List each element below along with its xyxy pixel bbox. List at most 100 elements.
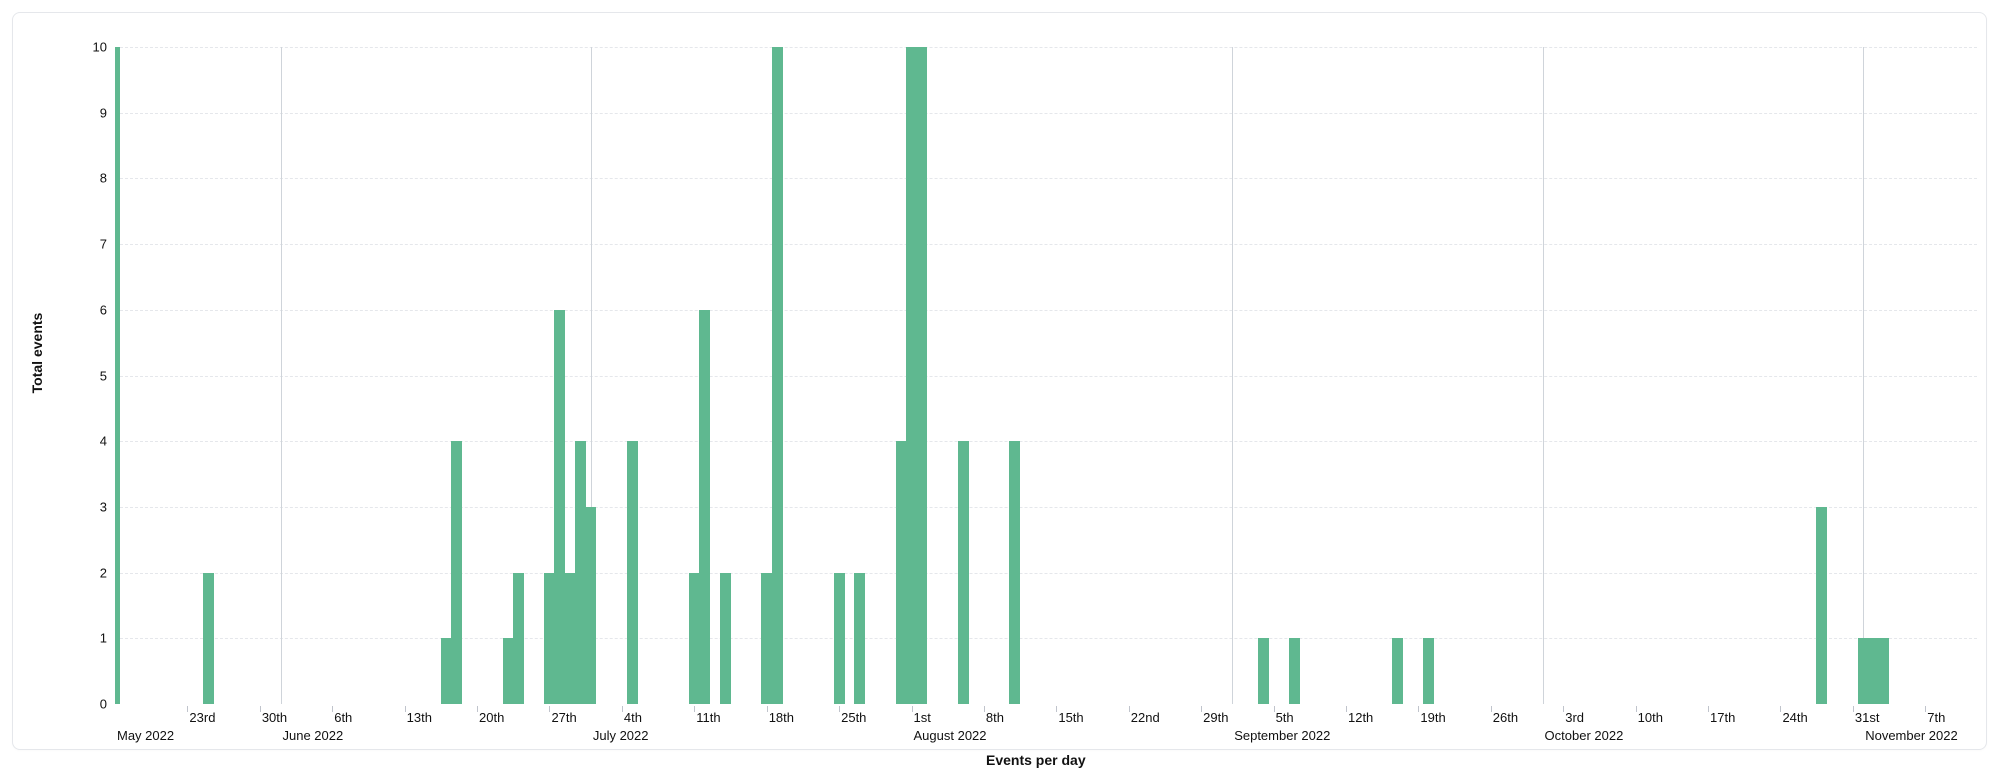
gridline — [115, 507, 1977, 508]
x-tick — [1201, 706, 1202, 712]
x-tick-label: 22nd — [1131, 710, 1160, 725]
x-tick — [1925, 706, 1926, 712]
x-tick-label: 19th — [1420, 710, 1445, 725]
x-tick — [984, 706, 985, 712]
bar — [554, 310, 565, 704]
bar — [503, 638, 514, 704]
x-month-label: September 2022 — [1234, 728, 1330, 743]
x-tick-label: 17th — [1710, 710, 1735, 725]
x-tick-label: 23rd — [189, 710, 215, 725]
y-tick-label: 10 — [93, 40, 107, 55]
x-tick-label: 13th — [407, 710, 432, 725]
gridline — [115, 178, 1977, 179]
y-tick-label: 3 — [100, 499, 107, 514]
plot-area: June 2022July 2022August 2022September 2… — [115, 47, 1977, 704]
x-tick-label: 8th — [986, 710, 1004, 725]
x-tick-label: 5th — [1276, 710, 1294, 725]
gridline — [115, 244, 1977, 245]
gridline — [115, 113, 1977, 114]
y-tick-label: 9 — [100, 105, 107, 120]
gridline — [115, 638, 1977, 639]
bar — [627, 441, 638, 704]
x-tick — [1780, 706, 1781, 712]
x-tick — [1491, 706, 1492, 712]
x-tick — [1418, 706, 1419, 712]
x-tick-label: 29th — [1203, 710, 1228, 725]
bar — [1878, 638, 1889, 704]
x-month-label: July 2022 — [593, 728, 649, 743]
bar — [689, 573, 700, 704]
x-tick-label: 24th — [1782, 710, 1807, 725]
x-tick — [477, 706, 478, 712]
x-tick — [1636, 706, 1637, 712]
x-tick-label: 25th — [841, 710, 866, 725]
bar — [565, 573, 576, 704]
x-month-label: June 2022 — [283, 728, 344, 743]
x-tick-label: 1st — [914, 710, 931, 725]
x-month-label: October 2022 — [1545, 728, 1624, 743]
x-tick — [1563, 706, 1564, 712]
month-gridline — [1232, 47, 1233, 704]
x-tick-label: 11th — [696, 710, 720, 725]
y-tick-label: 2 — [100, 565, 107, 580]
x-tick-label: 20th — [479, 710, 504, 725]
month-gridline — [281, 47, 282, 704]
bar — [772, 47, 783, 704]
x-tick — [1129, 706, 1130, 712]
y-tick-label: 6 — [100, 302, 107, 317]
x-month-label: May 2022 — [117, 728, 174, 743]
x-tick — [549, 706, 550, 712]
x-tick — [912, 706, 913, 712]
x-tick — [1853, 706, 1854, 712]
x-axis-label: Events per day — [986, 752, 1086, 768]
bar — [1423, 638, 1434, 704]
chart-card: Total events June 2022July 2022August 20… — [12, 12, 1987, 750]
x-tick — [1056, 706, 1057, 712]
x-tick-label: 4th — [624, 710, 642, 725]
y-tick-label: 7 — [100, 237, 107, 252]
bar — [1009, 441, 1020, 704]
bar — [854, 573, 865, 704]
x-tick — [332, 706, 333, 712]
bar — [720, 573, 731, 704]
bar — [906, 47, 917, 704]
x-tick-label: 27th — [551, 710, 576, 725]
month-gridline — [1863, 47, 1864, 704]
x-tick — [1708, 706, 1709, 712]
bar — [958, 441, 969, 704]
bar — [1258, 638, 1269, 704]
y-tick-label: 5 — [100, 368, 107, 383]
month-gridline — [1543, 47, 1544, 704]
x-tick-label: 31st — [1855, 710, 1880, 725]
gridline — [115, 441, 1977, 442]
x-month-label: August 2022 — [914, 728, 987, 743]
bar — [1868, 638, 1879, 704]
bar — [916, 47, 927, 704]
x-tick — [694, 706, 695, 712]
x-tick — [405, 706, 406, 712]
gridline — [115, 573, 1977, 574]
bar — [115, 47, 120, 704]
y-tick-label: 4 — [100, 434, 107, 449]
x-tick-label: 10th — [1638, 710, 1663, 725]
y-tick-label: 0 — [100, 697, 107, 712]
x-tick-label: 15th — [1058, 710, 1083, 725]
bar — [699, 310, 710, 704]
x-tick-label: 12th — [1348, 710, 1373, 725]
bar — [834, 573, 845, 704]
x-tick-label: 6th — [334, 710, 352, 725]
y-tick-label: 8 — [100, 171, 107, 186]
x-tick-label: 7th — [1927, 710, 1945, 725]
x-tick-label: 30th — [262, 710, 287, 725]
x-tick — [1274, 706, 1275, 712]
bar — [1392, 638, 1403, 704]
x-tick — [187, 706, 188, 712]
bar — [575, 441, 586, 704]
y-axis-label: Total events — [29, 313, 45, 394]
bar — [896, 441, 907, 704]
bar — [441, 638, 452, 704]
x-tick-label: 26th — [1493, 710, 1518, 725]
bar — [203, 573, 214, 704]
x-tick — [622, 706, 623, 712]
x-tick — [767, 706, 768, 712]
